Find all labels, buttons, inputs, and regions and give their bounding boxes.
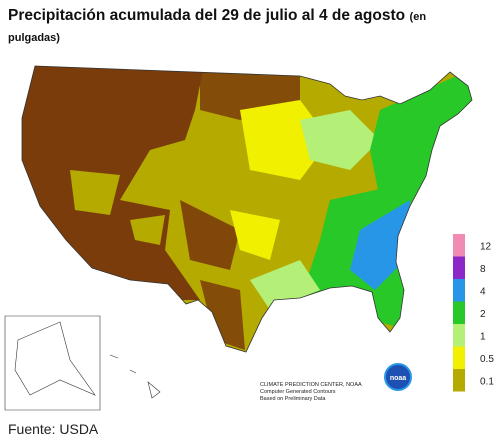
title: Precipitación acumulada del 29 de julio … [8,7,406,24]
alaska-inset [4,315,101,411]
legend-swatch [453,369,465,392]
legend-label: 2 [480,309,486,320]
legend: 12 8 4 2 1 0.5 0.1 [453,234,494,392]
us-outline [21,65,473,353]
legend-label: 0.5 [480,354,494,365]
legend-swatch [453,346,465,369]
legend-label: 8 [480,264,486,275]
hawaii-outline [109,354,161,399]
alaska-outline [14,321,96,396]
legend-swatch [453,279,465,302]
map-fill [22,66,472,352]
legend-swatch [453,301,465,324]
subtitle: (en pulgadas) [8,11,427,44]
legend-label: 1 [480,331,486,342]
title-block: Precipitación acumulada del 29 de julio … [8,6,478,48]
legend-label: 4 [480,286,486,297]
credit: Based on Preliminary Data [260,396,326,402]
credit: CLIMATE PREDICTION CENTER, NOAA [260,382,362,388]
legend-swatch [453,256,465,279]
noaa-logo-text: noaa [390,375,406,382]
legend-swatch [453,234,465,257]
legend-swatch [453,324,465,347]
legend-label: 12 [480,241,492,252]
legend-label: 0.1 [480,376,494,387]
noaa-logo [384,363,412,391]
credit: Computer Generated Contours [260,389,336,395]
source: Fuente: USDA [8,421,99,437]
